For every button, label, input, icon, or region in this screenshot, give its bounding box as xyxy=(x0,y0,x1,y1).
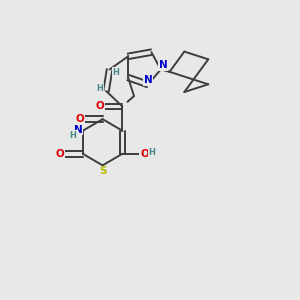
Text: H: H xyxy=(96,84,103,93)
Text: N: N xyxy=(74,124,82,135)
Text: H: H xyxy=(70,131,76,140)
Text: S: S xyxy=(99,167,106,176)
Text: H: H xyxy=(148,148,155,157)
Text: O: O xyxy=(75,114,84,124)
Text: O: O xyxy=(56,149,64,159)
Text: H: H xyxy=(112,68,119,77)
Text: N: N xyxy=(159,60,167,70)
Text: O: O xyxy=(140,149,149,159)
Text: N: N xyxy=(144,75,152,85)
Text: O: O xyxy=(95,101,104,112)
